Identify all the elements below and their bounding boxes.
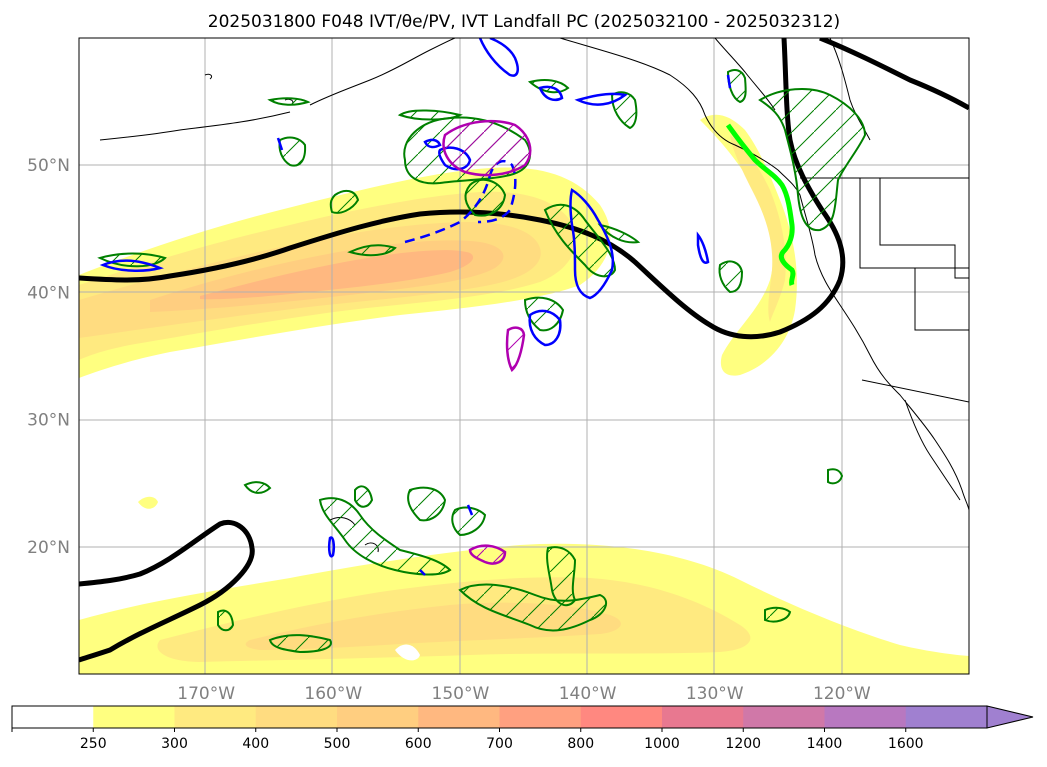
colorbar-segment	[662, 706, 744, 728]
colorbar-segment	[93, 706, 175, 728]
lon-tick-label: 150°W	[432, 684, 490, 704]
ivt-contour-arctic	[819, 38, 969, 111]
lat-tick-label: 50°N	[27, 156, 70, 176]
pv-secondary-contours	[442, 119, 532, 565]
colorbar-tick-label: 600	[405, 736, 432, 752]
colorbar-segment	[174, 706, 257, 728]
colorbar-segment	[418, 706, 500, 728]
colorbar-segment	[824, 706, 907, 728]
ivt-contour-south	[79, 520, 255, 663]
colorbar-segment	[337, 706, 419, 728]
lat-tick-label: 40°N	[27, 283, 70, 303]
colorbar-segment	[255, 706, 338, 728]
map-area	[79, 38, 969, 674]
colorbar-tick-label: 250	[80, 736, 107, 752]
latitude-ticks: 50°N 40°N 30°N 20°N	[27, 156, 70, 558]
colorbar-tick-label: 700	[486, 736, 513, 752]
longitude-ticks: 170°W 160°W 150°W 140°W 130°W 120°W	[177, 684, 871, 704]
colorbar-tick-label: 1400	[807, 736, 843, 752]
lon-tick-label: 140°W	[559, 684, 617, 704]
figure-title: 2025031800 F048 IVT/θe/PV, IVT Landfall …	[208, 12, 840, 32]
colorbar-tick-label: 1200	[725, 736, 761, 752]
colorbar-tick-label: 300	[161, 736, 188, 752]
colorbar-tick-label: 1000	[644, 736, 680, 752]
lon-tick-label: 160°W	[304, 684, 362, 704]
lat-tick-label: 30°N	[27, 411, 70, 431]
colorbar-segment	[580, 706, 663, 728]
ivt-band-600	[200, 250, 474, 300]
colorbar-tick-label: 500	[324, 736, 351, 752]
colorbar-segment	[499, 706, 582, 728]
colorbar: 250 300 400 500 600 700 800 1000 1200 1400 1600	[11, 705, 1034, 752]
colorbar-extend-arrow	[986, 705, 1034, 729]
colorbar-tick-label: 1600	[888, 736, 924, 752]
lon-tick-label: 130°W	[686, 684, 744, 704]
colorbar-segment	[743, 706, 825, 728]
ivt-coastal-core	[730, 135, 786, 322]
ivt-filled-contours	[79, 167, 611, 378]
colorbar-tick-label: 800	[567, 736, 594, 752]
map-frame	[78, 37, 970, 675]
lon-tick-label: 170°W	[177, 684, 235, 704]
colorbar-segment	[905, 706, 988, 728]
grid-lines	[79, 38, 969, 674]
colorbar-tick-label: 400	[242, 736, 269, 752]
landfall-line	[725, 123, 796, 286]
lon-tick-label: 120°W	[813, 684, 871, 704]
lat-tick-label: 20°N	[27, 538, 70, 558]
pv-contours	[99, 38, 732, 576]
colorbar-segment	[12, 706, 94, 728]
